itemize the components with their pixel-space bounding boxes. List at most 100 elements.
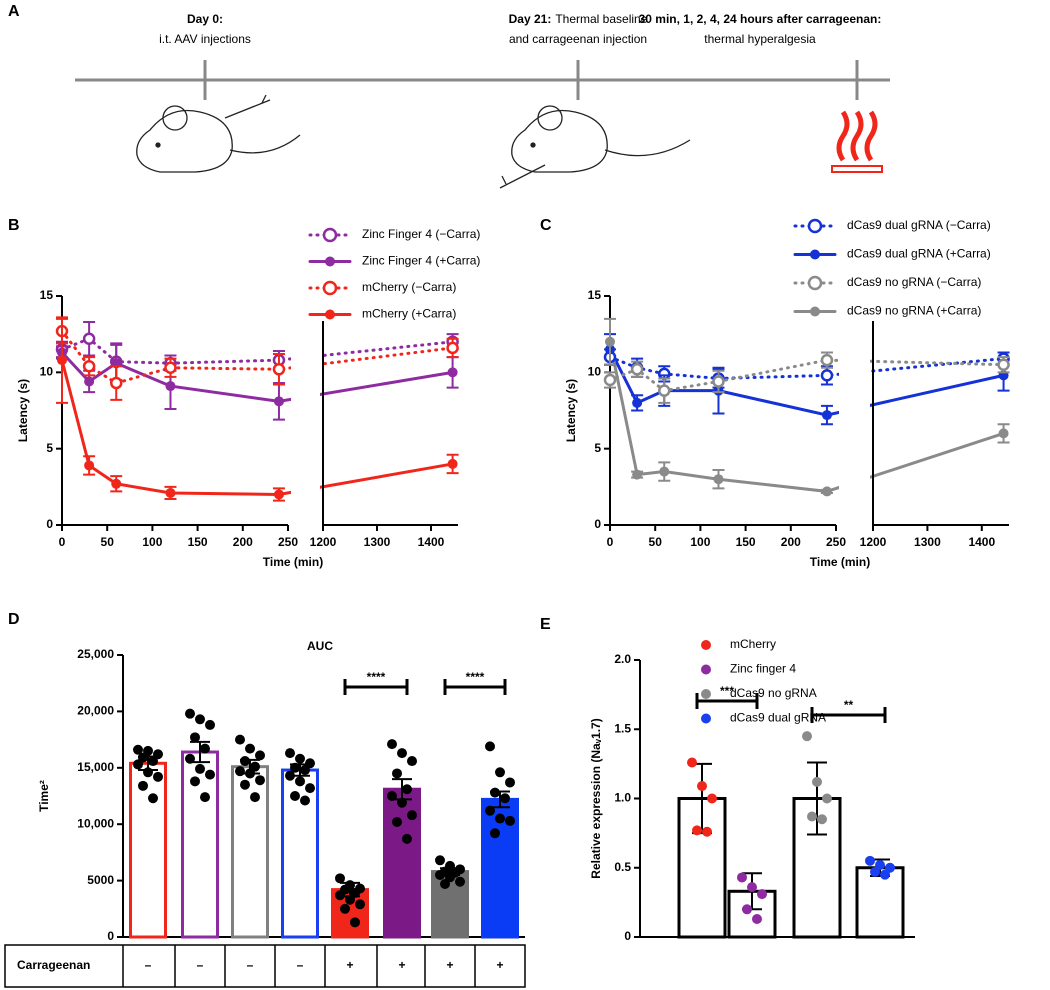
heat-icon [831,110,883,173]
data-point [190,732,200,743]
x-tick-label: 1200 [860,535,887,549]
marker [713,474,724,485]
x-tick-label: 1400 [968,535,995,549]
panel-label: C [540,217,552,234]
x-tick-label: 1300 [364,535,391,549]
timeline-ticks [203,60,859,100]
category-label: + [398,958,405,972]
table-border [4,944,526,988]
data-point [285,770,295,781]
y-tick-label: 25,000 [77,647,114,661]
data-point [138,780,148,791]
data-point [235,734,245,745]
data-point [397,748,407,759]
event-text: Thermal baseline [555,12,647,26]
data-point [295,753,305,764]
significance-label: **** [466,670,485,684]
error-bar [807,761,827,836]
chart-title: AUC [307,639,333,653]
data-point [455,876,465,887]
marker [821,410,832,421]
data-point [245,743,255,754]
bar [281,768,319,939]
data-point [255,750,265,761]
marker [273,489,284,500]
legend-label: dCas9 no gRNA (−Carra) [847,275,981,289]
category-label: – [247,958,254,972]
legend-label: Zinc finger 4 [730,662,796,676]
legend-label: mCherry (+Carra) [362,307,456,321]
x-tick-label: 0 [607,535,614,549]
legend-label: dCas9 dual gRNA (+Carra) [847,247,991,261]
data-point [240,779,250,790]
x-tick-label: 150 [736,535,756,549]
data-point [143,767,153,778]
data-point [737,872,747,883]
data-point [490,828,500,839]
marker [632,397,643,408]
y-tick-label: 10 [40,365,54,379]
data-point [865,855,875,866]
event-text: i.t. AAV injections [159,32,251,46]
data-point [250,792,260,803]
marker [273,396,284,407]
data-point [440,878,450,889]
y-tick-label: 1.0 [614,791,631,805]
x-tick-label: 0 [59,535,66,549]
marker [57,355,67,366]
data-point [707,793,717,804]
data-point [387,791,397,801]
y-tick-label: 0 [594,517,601,531]
data-point [300,795,310,806]
data-point [807,811,817,822]
data-point [305,783,315,794]
data-point [133,744,143,755]
marker [165,381,176,392]
x-tick-label: 150 [188,535,208,549]
series-line [60,337,455,365]
category-label: + [496,958,503,972]
legend-marker [807,218,823,234]
marker [603,373,617,387]
marker [820,369,834,382]
x-tick-label: 250 [278,535,298,549]
x-axis-label: Time (min) [810,555,870,569]
data-point [802,731,812,742]
legend-marker [807,275,823,291]
y-tick-label: 5 [46,441,53,455]
y-tick-label: 1.5 [614,721,631,735]
x-tick-label: 50 [649,535,663,549]
data-point [402,833,412,844]
row-label: Carrageenan [17,958,90,972]
data-point [495,767,505,778]
data-point [875,859,885,870]
bar [855,866,905,939]
data-point [133,759,143,770]
data-point [205,719,215,730]
legend-marker [322,227,338,243]
event-title: Day 21: [509,12,552,26]
data-point [490,787,500,798]
y-tick-label: 10 [588,365,602,379]
significance-bar [695,693,759,709]
data-point [392,768,402,779]
data-point [295,776,305,787]
panel-label: E [540,616,551,633]
significance-label: **** [367,670,386,684]
legend-marker [322,280,338,296]
y-tick-label: 2.0 [614,652,631,666]
data-point [880,869,890,880]
y-tick-label: 0 [46,517,53,531]
data-point [407,756,417,767]
y-tick-label: 15 [40,288,54,302]
significance-bar [810,707,887,723]
legend-marker [325,309,335,320]
legend-label: dCas9 no gRNA (+Carra) [847,304,981,318]
marker [109,376,123,390]
marker [447,367,458,378]
data-point [290,791,300,801]
y-axis-label: Time² [37,780,51,812]
y-tick-label: 20,000 [77,704,114,718]
